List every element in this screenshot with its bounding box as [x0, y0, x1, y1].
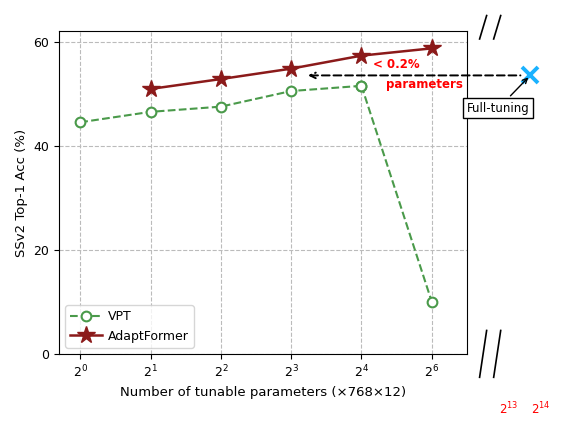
VPT [217, 104, 224, 109]
Legend: VPT, AdaptFormer: VPT, AdaptFormer [65, 306, 194, 348]
Text: $2^{13}$: $2^{13}$ [499, 401, 519, 418]
Line: VPT: VPT [76, 81, 366, 127]
Text: Full-tuning: Full-tuning [467, 79, 530, 115]
AdaptFormer [288, 66, 295, 71]
Text: < 0.2%: < 0.2% [374, 58, 420, 71]
AdaptFormer [147, 86, 154, 92]
VPT [77, 120, 84, 125]
AdaptFormer [358, 53, 365, 58]
AdaptFormer [428, 46, 435, 51]
Text: $2^{14}$: $2^{14}$ [531, 401, 551, 418]
AdaptFormer [217, 76, 224, 82]
VPT [288, 89, 295, 94]
X-axis label: Number of tunable parameters (×768×12): Number of tunable parameters (×768×12) [120, 386, 406, 399]
Line: AdaptFormer: AdaptFormer [141, 39, 441, 98]
Y-axis label: SSv2 Top-1 Acc (%): SSv2 Top-1 Acc (%) [15, 128, 28, 256]
VPT [358, 83, 365, 89]
Text: parameters: parameters [386, 78, 463, 91]
VPT [147, 109, 154, 115]
